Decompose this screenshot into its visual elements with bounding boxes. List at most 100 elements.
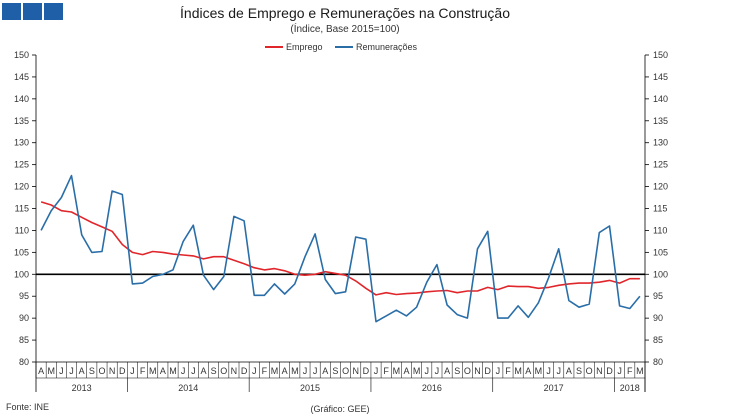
- y-tick-label-left: 95: [19, 291, 29, 301]
- y-tick-label-left: 85: [19, 335, 29, 345]
- chart-axes: 80 80 85 85 90 90 95 95 100 100 105 105 110 110 115 115…: [14, 50, 668, 392]
- x-year-label: 2015: [300, 383, 320, 393]
- x-year-label: 2014: [178, 383, 198, 393]
- x-tick-label: A: [160, 366, 166, 376]
- logo-square: [23, 3, 42, 20]
- y-tick-label-right: 115: [653, 204, 667, 214]
- x-tick-label: F: [383, 366, 389, 376]
- y-tick-label-left: 105: [14, 247, 29, 257]
- x-tick-label: J: [374, 366, 379, 376]
- y-tick-label-right: 130: [653, 138, 668, 148]
- chart-title: Índices de Emprego e Remunerações na Con…: [180, 5, 510, 21]
- x-tick-label: M: [535, 366, 543, 376]
- x-tick-label: D: [484, 366, 491, 376]
- x-year-label: 2017: [544, 383, 564, 393]
- x-tick-label: S: [454, 366, 460, 376]
- x-tick-label: M: [149, 366, 157, 376]
- x-year-label: 2018: [620, 383, 640, 393]
- x-tick-label: D: [606, 366, 613, 376]
- series-line-emprego: [40, 201, 640, 296]
- y-tick-label-left: 100: [14, 269, 29, 279]
- x-tick-label: D: [241, 366, 248, 376]
- x-tick-label: S: [89, 366, 95, 376]
- y-tick-label-right: 80: [653, 357, 663, 367]
- legend-label-remuneracoes: Remunerações: [356, 42, 418, 52]
- x-year-label: 2016: [422, 383, 442, 393]
- x-tick-label: O: [586, 366, 593, 376]
- x-tick-label: J: [252, 366, 257, 376]
- x-tick-label: A: [282, 366, 288, 376]
- x-tick-label: J: [546, 366, 551, 376]
- x-tick-label: O: [98, 366, 105, 376]
- y-tick-label-right: 150: [653, 50, 668, 60]
- x-tick-label: M: [47, 366, 55, 376]
- x-tick-label: O: [464, 366, 471, 376]
- x-tick-label: D: [119, 366, 126, 376]
- x-tick-label: N: [474, 366, 481, 376]
- source-note: Fonte: INE: [6, 402, 50, 412]
- y-tick-label-left: 140: [14, 94, 29, 104]
- x-tick-label: F: [140, 366, 146, 376]
- logo-square: [2, 3, 21, 20]
- x-tick-label: M: [271, 366, 279, 376]
- x-tick-label: N: [352, 366, 359, 376]
- x-tick-label: F: [627, 366, 633, 376]
- y-tick-label-left: 110: [15, 225, 29, 235]
- y-tick-label-right: 100: [653, 269, 668, 279]
- x-tick-label: A: [525, 366, 531, 376]
- y-tick-label-left: 130: [14, 138, 29, 148]
- x-tick-label: J: [617, 366, 622, 376]
- x-tick-label: F: [262, 366, 268, 376]
- x-tick-label: A: [38, 366, 44, 376]
- x-tick-label: M: [413, 366, 421, 376]
- x-tick-label: A: [322, 366, 328, 376]
- x-tick-label: M: [291, 366, 299, 376]
- y-tick-label-right: 145: [653, 72, 668, 82]
- y-tick-label-left: 120: [14, 182, 29, 192]
- x-tick-label: J: [425, 366, 430, 376]
- x-tick-label: M: [514, 366, 522, 376]
- logo-square: [44, 3, 63, 20]
- x-tick-label: A: [79, 366, 85, 376]
- x-tick-label: O: [220, 366, 227, 376]
- x-tick-label: N: [231, 366, 238, 376]
- y-tick-label-right: 105: [653, 247, 668, 257]
- x-tick-label: J: [556, 366, 561, 376]
- x-tick-label: A: [444, 366, 450, 376]
- x-tick-label: S: [211, 366, 217, 376]
- x-tick-label: J: [303, 366, 308, 376]
- legend-label-emprego: Emprego: [286, 42, 323, 52]
- y-tick-label-left: 80: [19, 357, 29, 367]
- x-tick-label: S: [332, 366, 338, 376]
- x-tick-label: J: [496, 366, 501, 376]
- x-tick-label: D: [363, 366, 370, 376]
- x-tick-label: A: [403, 366, 409, 376]
- legend: Emprego Remunerações: [265, 42, 418, 52]
- x-tick-label: O: [342, 366, 349, 376]
- x-tick-label: J: [191, 366, 196, 376]
- x-tick-label: J: [69, 366, 74, 376]
- y-tick-label-left: 145: [14, 72, 29, 82]
- x-tick-label: A: [200, 366, 206, 376]
- y-tick-label-right: 90: [653, 313, 663, 323]
- x-tick-label: A: [566, 366, 572, 376]
- y-tick-label-right: 110: [653, 225, 667, 235]
- x-tick-label: J: [130, 366, 135, 376]
- y-tick-label-right: 125: [653, 160, 668, 170]
- y-tick-label-right: 120: [653, 182, 668, 192]
- chart-subtitle: (Índice, Base 2015=100): [290, 24, 400, 35]
- y-tick-label-right: 135: [653, 116, 668, 126]
- y-tick-label-left: 150: [14, 50, 29, 60]
- x-year-label: 2013: [72, 383, 92, 393]
- y-tick-label-left: 125: [14, 160, 29, 170]
- x-tick-label: M: [393, 366, 401, 376]
- y-tick-label-right: 85: [653, 335, 663, 345]
- y-tick-label-right: 95: [653, 291, 663, 301]
- x-tick-label: J: [181, 366, 186, 376]
- x-tick-label: N: [109, 366, 116, 376]
- x-tick-label: M: [636, 366, 644, 376]
- series-lines: [40, 174, 641, 323]
- x-tick-label: J: [435, 366, 440, 376]
